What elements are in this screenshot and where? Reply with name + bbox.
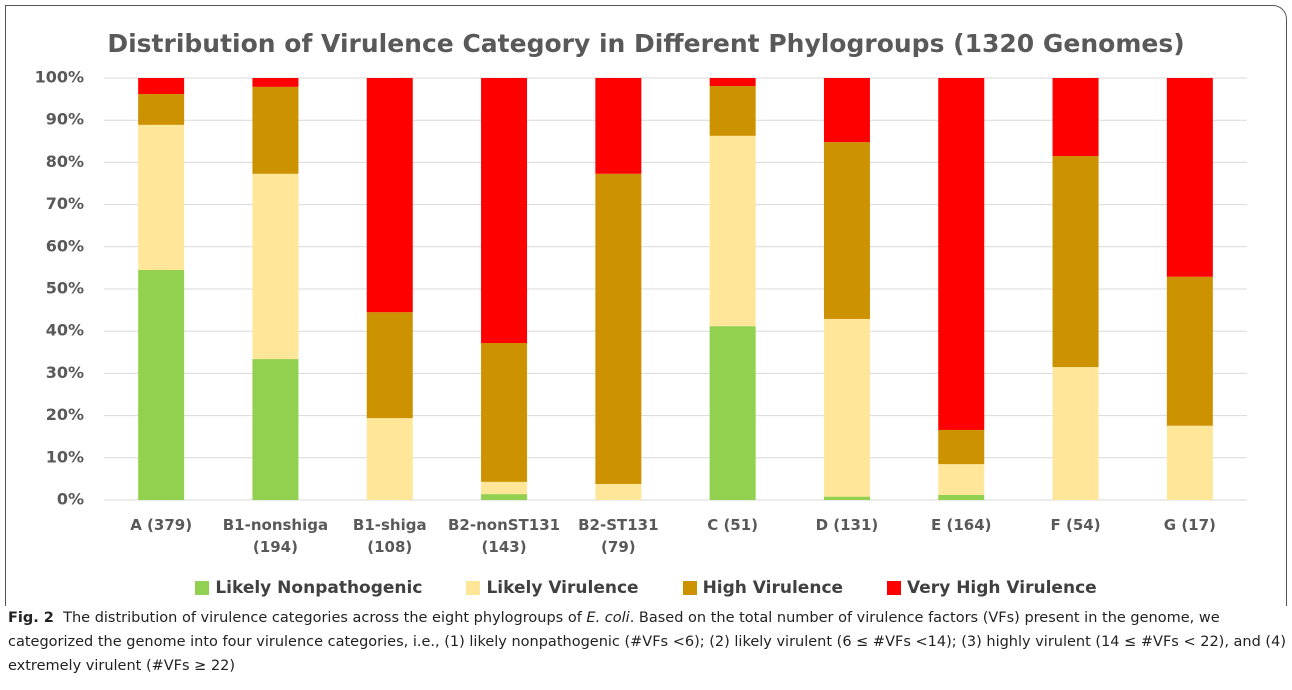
bar-segment (595, 78, 642, 174)
frame (5, 5, 1287, 606)
bar-segment (595, 173, 642, 484)
bar-segment (138, 270, 185, 500)
bar-segment (938, 429, 985, 465)
bar-segment (252, 359, 299, 500)
bar-segment (366, 418, 413, 500)
bar-segment (1052, 78, 1099, 157)
x-tick-label: D (131) (815, 516, 879, 534)
caption-label: Fig. 2 (8, 610, 54, 626)
caption-italic: E. coli (586, 610, 630, 626)
bar-segment (138, 124, 185, 271)
bar-segment (252, 86, 299, 174)
x-tick-label: B2-ST131 (79) (578, 516, 659, 556)
legend-item: Likely Nonpathogenic (195, 578, 422, 598)
y-tick-label: 60% (46, 236, 84, 255)
x-tick-label: A (379) (130, 516, 193, 534)
legend-label: Likely Nonpathogenic (215, 578, 423, 598)
y-tick-label: 100% (35, 68, 84, 87)
bar-segment (1166, 276, 1213, 426)
legend-label: Very High Virulence (907, 578, 1097, 598)
bar-segment (252, 173, 299, 360)
y-tick-label: 80% (46, 152, 84, 171)
x-tick-label: C (51) (707, 516, 759, 534)
y-tick-label: 10% (46, 447, 84, 466)
legend-item: High Virulence (682, 578, 844, 598)
bar-segment (823, 78, 870, 143)
bar-segment (1052, 156, 1099, 368)
legend-swatch (682, 581, 697, 595)
legend-swatch (887, 581, 902, 595)
bar-segment (366, 78, 413, 313)
bar-segment (595, 483, 642, 500)
y-tick-label: 20% (46, 405, 84, 424)
bar-segment (481, 494, 528, 500)
caption: Fig. 2 The distribution of virulence cat… (8, 606, 1288, 678)
bar-segment (1052, 367, 1099, 500)
legend-item: Likely Virulence (466, 578, 639, 598)
bar-segment (938, 464, 985, 495)
legend: Likely Nonpathogenic Likely Virulence High… (0, 578, 1292, 598)
bar-segment (138, 78, 185, 95)
bar-segment (366, 312, 413, 419)
bar-segment (823, 142, 870, 319)
bar-segment (481, 343, 528, 482)
bar-segment (709, 78, 756, 87)
y-tick-label: 70% (46, 194, 84, 213)
bar-segment (938, 494, 985, 500)
y-tick-label: 50% (46, 279, 84, 298)
x-tick-label: B2-nonST131 (143) (447, 516, 561, 556)
bar-segment (252, 78, 299, 87)
x-tick-label: F (54) (1050, 516, 1101, 534)
legend-swatch (195, 581, 210, 595)
x-tick-label: B1-nonshiga (194) (222, 516, 329, 556)
y-tick-label: 90% (46, 110, 84, 129)
y-tick-label: 40% (46, 321, 84, 340)
x-tick-label: E (164) (931, 516, 992, 534)
bar-segment (481, 481, 528, 495)
bar-segment (938, 78, 985, 430)
y-tick-label: 30% (46, 363, 84, 382)
bar-segment (823, 496, 870, 500)
bar-segment (481, 78, 528, 344)
bar-segment (1166, 78, 1213, 277)
bar-segment (1166, 425, 1213, 500)
y-tick-label: 0% (57, 490, 84, 509)
bar-segment (709, 86, 756, 136)
bar-segment (709, 326, 756, 500)
x-tick-label: G (17) (1163, 516, 1216, 534)
caption-text: . Based on the total number of virulence… (8, 610, 1286, 674)
legend-swatch (466, 581, 481, 595)
legend-item: Very High Virulence (887, 578, 1097, 598)
chart-title: Distribution of Virulence Category in Di… (107, 29, 1184, 58)
legend-label: High Virulence (702, 578, 844, 598)
bar-segment (709, 135, 756, 327)
bar-segment (823, 318, 870, 497)
bar-segment (138, 94, 185, 125)
legend-label: Likely Virulence (486, 578, 639, 598)
caption-text: The distribution of virulence categories… (63, 610, 582, 626)
x-tick-label: B1-shiga (108) (352, 516, 427, 556)
